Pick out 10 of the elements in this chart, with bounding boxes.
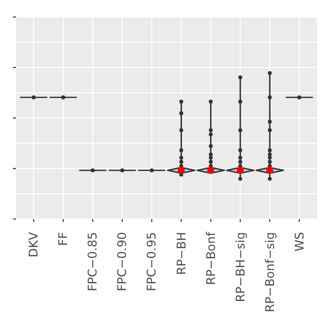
x-tick-label: RP−Bonf: [204, 231, 218, 286]
x-tick-label: RP−BH: [174, 232, 188, 275]
x-tick-label: RP−Bonf−sig: [262, 232, 277, 312]
x-tick-label: WS: [292, 232, 306, 252]
x-tick-label: RP−BH−sig: [233, 232, 248, 302]
x-tick-label: FPC−0.90: [115, 232, 130, 292]
x-tick-label: FPC−0.85: [86, 232, 100, 292]
x-tick-label: FF: [56, 232, 70, 246]
x-tick-label: FPC−0.95: [144, 232, 159, 292]
x-tick-label: DKV: [26, 231, 41, 258]
